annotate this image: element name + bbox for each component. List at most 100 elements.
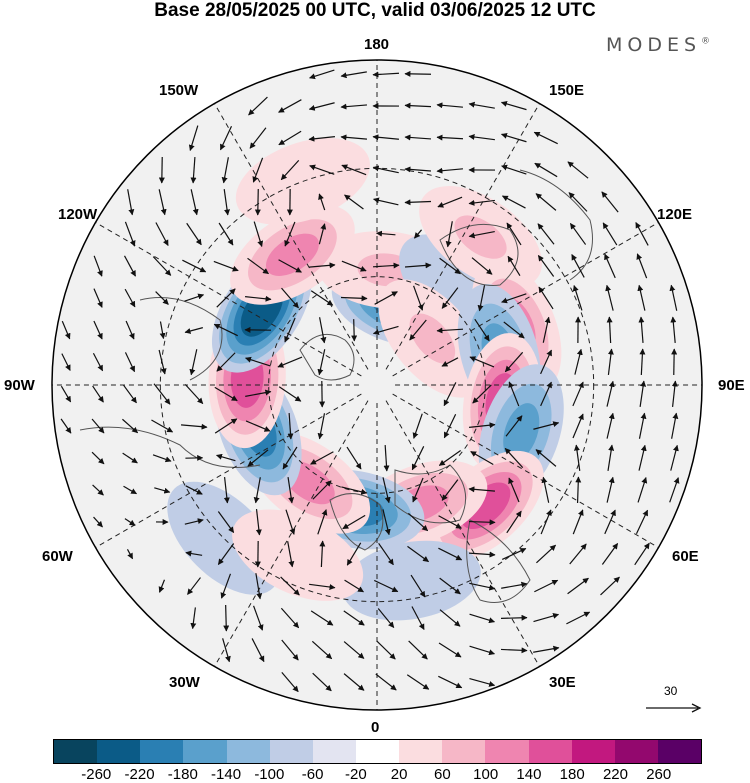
wind-arrow [254, 188, 261, 216]
wind-arrow [404, 134, 432, 141]
wind-arrow [468, 134, 495, 141]
wind-arrow [251, 638, 265, 663]
wind-arrow [182, 259, 207, 273]
coastlines [79, 169, 593, 603]
wind-arrow [533, 421, 560, 430]
meridian-line [392, 222, 659, 377]
colorbar-tick-label: 180 [559, 766, 585, 783]
modes-logo: MODES® [606, 34, 710, 56]
colorbar-swatch [312, 740, 356, 763]
wind-arrow [253, 477, 261, 504]
wind-arrow [309, 164, 335, 175]
wind-arrow [540, 381, 552, 407]
wind-arrow [91, 451, 105, 465]
wind-arrow [278, 130, 302, 146]
wind-arrow [438, 450, 461, 466]
wind-arrow [607, 348, 614, 375]
wind-arrow [406, 674, 430, 690]
colorbar-tick-label: -180 [167, 766, 198, 783]
brand-name: MODES [606, 34, 702, 56]
wind-arrow [537, 254, 555, 277]
wind-arrow [216, 453, 236, 462]
wind-arrow [223, 189, 231, 216]
wind-arrow [437, 196, 463, 208]
colorbar-swatch [442, 740, 486, 763]
wind-arrow [190, 607, 197, 630]
wind-arrow [468, 519, 496, 526]
wind-arrow [638, 316, 645, 344]
wind-arrow [468, 486, 496, 493]
wind-arrow [637, 284, 646, 311]
wind-arrow [572, 285, 583, 311]
meridian-line [95, 393, 362, 548]
wind-arrow [91, 418, 105, 434]
wind-arrow [413, 229, 423, 239]
wind-arrow [342, 514, 366, 530]
wind-arrow [604, 253, 616, 279]
wind-arrow [602, 222, 618, 246]
wind-arrow [670, 316, 677, 344]
anomaly-contour [503, 403, 540, 461]
wind-arrow [92, 385, 104, 403]
wind-arrow [287, 477, 295, 504]
wind-arrow [60, 385, 72, 403]
wind-arrow [341, 486, 368, 495]
wind-arrow [344, 194, 364, 210]
wind-arrow [533, 613, 560, 623]
colorbar-tick-label: -100 [254, 766, 285, 783]
wind-arrow [569, 222, 587, 245]
wind-arrow [189, 349, 198, 376]
wind-arrow [607, 444, 615, 471]
wind-arrow [375, 673, 397, 691]
wind-arrow [124, 288, 136, 308]
colorbar-tick-label: -20 [345, 766, 367, 783]
wind-arrow [184, 327, 204, 334]
wind-arrow [61, 320, 71, 340]
wind-arrow [443, 414, 457, 439]
height-anomaly-field [167, 138, 564, 621]
wind-arrow [505, 415, 523, 437]
colorbar-swatch [140, 740, 184, 763]
wind-arrow [374, 291, 398, 305]
wind-arrow [282, 446, 298, 470]
wind-arrow [542, 316, 551, 343]
wind-arrow [508, 477, 520, 503]
wind-arrow [280, 607, 300, 629]
wind-arrow [124, 352, 136, 373]
wind-arrow [372, 325, 399, 335]
wind-arrow [438, 642, 462, 658]
colorbar-swatch [614, 740, 658, 763]
wind-arrow [343, 641, 365, 659]
lon-label-90w: 90W [4, 377, 35, 394]
wind-arrow [508, 381, 520, 407]
wind-arrow [441, 357, 459, 367]
wind-arrow [533, 131, 558, 145]
wind-arrow [469, 645, 496, 656]
wind-arrow [382, 477, 391, 504]
anomaly-contour [232, 509, 364, 601]
wind-arrow [223, 604, 230, 632]
wind-arrow [574, 348, 583, 375]
wind-arrow [125, 320, 135, 340]
wind-arrow [126, 548, 134, 560]
colorbar-tick-label: 260 [646, 766, 672, 783]
wind-arrow [247, 449, 269, 467]
wind-arrow [255, 509, 262, 536]
wind-arrow [534, 579, 559, 593]
wind-arrow [284, 221, 296, 247]
wind-arrow [312, 480, 332, 500]
wind-arrow [152, 454, 172, 463]
wind-arrow [378, 542, 394, 566]
wind-arrow [535, 193, 557, 211]
wind-arrow [278, 259, 302, 273]
wind-arrow [638, 444, 647, 471]
wind-arrow [123, 485, 138, 495]
lon-label-90e: 90E [718, 377, 745, 394]
registered-mark: ® [701, 36, 711, 47]
wind-arrow [670, 444, 679, 471]
lon-label-120w: 120W [58, 206, 98, 223]
wind-arrow [373, 197, 399, 206]
wind-arrow [346, 542, 362, 566]
wind-arrow [443, 382, 457, 407]
lon-label-30w: 30W [169, 674, 200, 691]
